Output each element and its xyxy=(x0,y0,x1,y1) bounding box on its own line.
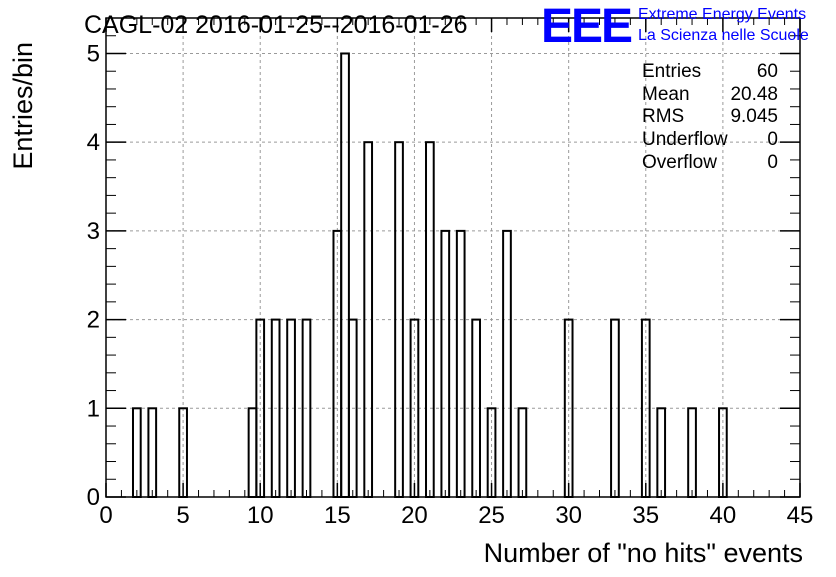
y-tick-labels: 0 1 2 3 4 5 xyxy=(87,40,100,511)
y-tick-label: 3 xyxy=(87,218,100,245)
y-axis-label: Entries/bin xyxy=(8,42,38,170)
stats-overflow-value: 0 xyxy=(767,152,778,173)
y-tick-label: 4 xyxy=(87,129,100,156)
x-tick-label: 35 xyxy=(632,502,659,529)
eee-logo-line1: Extreme Energy Events xyxy=(638,6,806,23)
stats-underflow-value: 0 xyxy=(767,129,778,150)
x-tick-labels: 0 5 10 15 20 25 30 35 40 45 xyxy=(99,502,813,529)
x-axis-label: Number of "no hits" events xyxy=(484,538,803,568)
y-tick-label: 1 xyxy=(87,395,100,422)
stats-mean-value: 20.48 xyxy=(730,84,778,105)
stats-entries-value: 60 xyxy=(757,61,778,82)
stats-entries-label: Entries xyxy=(642,61,701,82)
stats-box: Entries 60 Mean 20.48 RMS 9.045 Underflo… xyxy=(642,61,778,173)
stats-rms-label: RMS xyxy=(642,106,684,127)
x-tick-label: 10 xyxy=(247,502,274,529)
stats-overflow-label: Overflow xyxy=(642,152,717,173)
y-tick-label: 0 xyxy=(87,484,100,511)
stats-mean-label: Mean xyxy=(642,84,690,105)
stats-rms-value: 9.045 xyxy=(730,106,778,127)
eee-logo-line2: La Scienza nelle Scuole xyxy=(638,27,809,44)
y-tick-label: 5 xyxy=(87,40,100,67)
x-tick-label: 15 xyxy=(324,502,351,529)
x-tick-label: 20 xyxy=(401,502,428,529)
y-tick-label: 2 xyxy=(87,307,100,334)
stats-underflow-label: Underflow xyxy=(642,129,728,150)
chart-title: CAGL-02 2016-01-25--2016-01-26 xyxy=(84,11,468,39)
x-tick-label: 0 xyxy=(99,502,112,529)
eee-logo-letters: EEE xyxy=(541,0,632,53)
x-tick-label: 5 xyxy=(176,502,189,529)
x-tick-label: 40 xyxy=(710,502,737,529)
grid-lines xyxy=(106,18,800,497)
axis-ticks xyxy=(105,18,801,498)
x-tick-label: 25 xyxy=(478,502,505,529)
x-tick-label: 30 xyxy=(555,502,582,529)
plot-frame xyxy=(105,17,801,498)
x-tick-label: 45 xyxy=(787,502,814,529)
eee-logo: EEE Extreme Energy Events La Scienza nel… xyxy=(541,0,809,53)
